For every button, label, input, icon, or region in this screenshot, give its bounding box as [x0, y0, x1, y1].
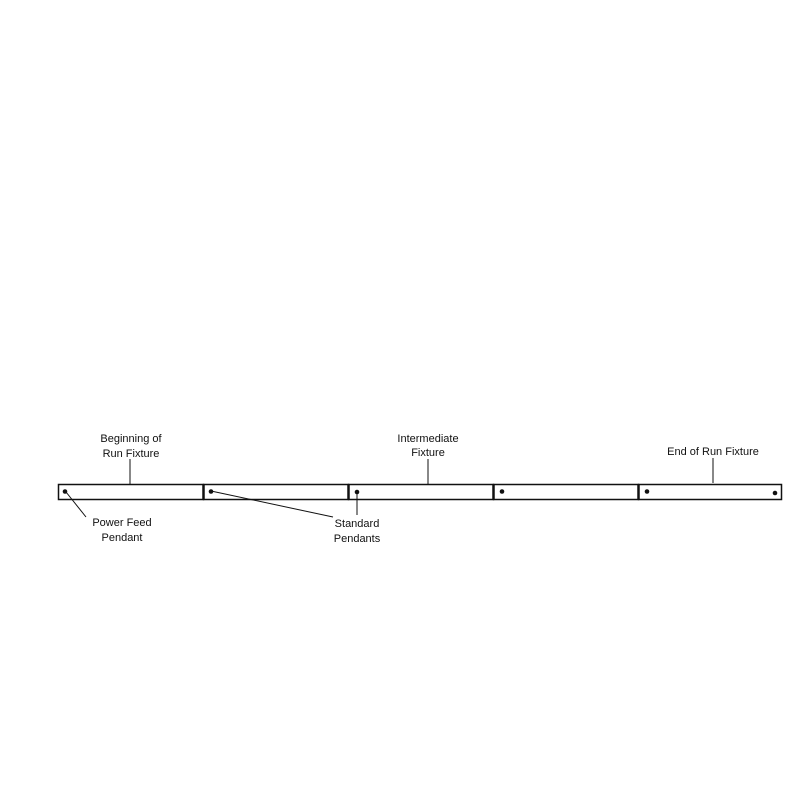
- label-intermediate-line1: Intermediate: [397, 433, 458, 445]
- leader-line: [65, 491, 87, 518]
- fixture-run-bar: [57, 483, 783, 501]
- label-intermediate-line2: Fixture: [411, 447, 445, 459]
- fixture-2: [202, 483, 350, 501]
- label-beginning-line1: Beginning of: [100, 433, 162, 445]
- pendant-dot: [772, 490, 778, 496]
- fixture-5: [637, 483, 783, 501]
- label-end: End of Run Fixture: [667, 446, 759, 458]
- fixture-3: [347, 483, 495, 501]
- label-standard-line2: Pendants: [334, 533, 381, 545]
- label-standard-line1: Standard: [335, 518, 380, 530]
- leader-lines: [65, 458, 714, 518]
- label-beginning-line2: Run Fixture: [103, 448, 160, 460]
- pendant-dot: [499, 489, 505, 494]
- labels: Beginning of Run Fixture Intermediate Fi…: [92, 433, 759, 545]
- leader-line: [210, 490, 334, 518]
- label-power-feed-line2: Pendant: [102, 532, 143, 544]
- fixture-1: [57, 483, 205, 501]
- label-power-feed-line1: Power Feed: [92, 517, 151, 529]
- pendants: [62, 489, 778, 496]
- pendant-dot: [644, 489, 650, 494]
- pendant-dot: [354, 489, 360, 495]
- fixture-4: [492, 483, 640, 501]
